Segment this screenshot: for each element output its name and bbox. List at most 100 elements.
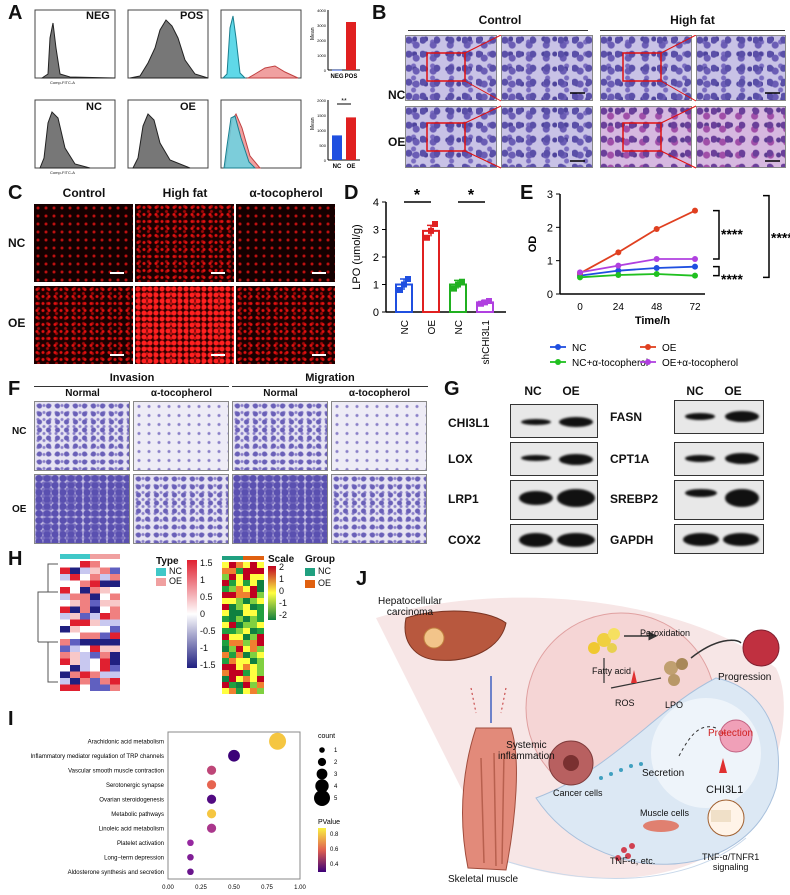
sig-label: **** — [721, 271, 743, 287]
heatmap-cell — [250, 652, 257, 658]
term-label: Platelet activation — [117, 841, 164, 847]
heatmap-cell — [257, 586, 264, 592]
tick-label: 2000 — [317, 98, 327, 103]
tick-label: 4000 — [317, 8, 327, 13]
histology-zoom-tile — [501, 106, 593, 168]
panel-label-i: I — [8, 708, 14, 730]
heatmap-cell — [236, 610, 243, 616]
data-point — [482, 299, 488, 306]
heatmap-cell — [80, 658, 90, 665]
heatmap-right — [222, 556, 264, 694]
heatmap-cell — [257, 574, 264, 580]
term-label: Vascular smooth muscle contraction — [68, 768, 164, 774]
heatmap-cell — [236, 598, 243, 604]
tag-nc: NC — [86, 101, 102, 113]
tick-label: 3000 — [317, 23, 327, 28]
heatmap-cell — [70, 613, 80, 620]
heatmap-cell — [60, 632, 70, 639]
transwell-tile — [331, 401, 427, 471]
label-peroxidation: Peroxidation — [640, 628, 691, 638]
heatmap-cell — [110, 645, 120, 652]
legend-label: NC — [572, 343, 586, 354]
fluorescence-tile — [135, 286, 234, 364]
heatmap-cell — [110, 587, 120, 594]
data-point — [459, 278, 465, 285]
heatmap-cell — [229, 670, 236, 676]
x-tick-label: 0 — [577, 302, 583, 313]
heatmap-cell — [257, 610, 264, 616]
heatmap-cell — [70, 671, 80, 678]
heatmap-cell — [100, 626, 110, 633]
heatmap-cell — [250, 598, 257, 604]
heatmap-cell — [80, 574, 90, 581]
tick-label: 0 — [324, 68, 327, 73]
header-normal: Normal — [65, 388, 100, 399]
heatmap-cell — [236, 634, 243, 640]
heatmap-cell — [80, 645, 90, 652]
enrichment-dot — [206, 823, 217, 833]
heatmap-cell — [110, 671, 120, 678]
heatmap-cell — [90, 671, 100, 678]
heatmap-cell — [90, 639, 100, 646]
enrichment-dot — [187, 853, 194, 861]
term-label: Metabolic pathways — [111, 812, 164, 818]
heatmap-cell — [60, 606, 70, 613]
transwell-tile — [133, 401, 229, 471]
heatmap-cell — [236, 682, 243, 688]
panel-a-mean-bars: 0 1000 2000 3000 4000 Mean NEG POS 0 500 1000 1500 2… — [310, 8, 360, 170]
heatmap-cell — [229, 658, 236, 664]
color-scale-bar — [187, 560, 197, 668]
enrichment-dot — [206, 780, 217, 790]
legend-count-label: 5 — [334, 796, 338, 802]
heatmap-cell — [70, 652, 80, 659]
term-label: Serotonergic synapse — [106, 783, 165, 789]
heatmap-cell — [80, 665, 90, 672]
legend-group-title: Group — [305, 554, 335, 565]
header-control: Control — [478, 13, 522, 27]
heatmap-cell — [250, 658, 257, 664]
heatmap-cell — [222, 676, 229, 682]
blot-label-lox: LOX — [448, 452, 473, 466]
legend-type-title: Type — [156, 556, 179, 567]
heatmap-cell — [110, 626, 120, 633]
sig-label: **** — [721, 226, 743, 242]
zoom-boxes — [426, 35, 780, 169]
legend-nc: NC — [318, 566, 331, 576]
heatmap-cell — [80, 619, 90, 626]
data-point — [486, 298, 492, 304]
heatmap-cell — [70, 574, 80, 581]
heatmap-cell — [222, 670, 229, 676]
histogram-overlay-top — [220, 9, 302, 79]
sig-label: **** — [771, 229, 790, 245]
label-cancer-cells: Cancer cells — [553, 788, 603, 798]
label-lpo: LPO — [665, 700, 684, 710]
heatmap-cell — [110, 678, 120, 685]
series-line — [579, 258, 695, 274]
x-tick-label: 0.25 — [195, 885, 207, 891]
heatmap-cell — [90, 626, 100, 633]
sig-bracket — [713, 209, 720, 260]
heatmap-cell — [80, 632, 90, 639]
heatmap-cell — [229, 646, 236, 652]
legend-scale-label: 2 — [279, 562, 285, 572]
legend-count-label: 1 — [334, 748, 338, 754]
heatmap-cell — [250, 688, 257, 694]
heatmap-cell — [100, 600, 110, 607]
label-fatty-acid: Fatty acid — [592, 666, 632, 676]
heatmap-cell — [222, 598, 229, 604]
mechanism-diagram — [376, 597, 784, 879]
heatmap-cell — [257, 652, 264, 658]
tag-oe: OE — [180, 101, 196, 113]
fluorescence-tile — [236, 204, 335, 282]
legend-scale-label: -1 — [279, 598, 288, 608]
blot-strip — [674, 524, 764, 554]
x-tick-label: 0.75 — [261, 885, 273, 891]
bar — [332, 69, 342, 71]
heatmap-cell — [243, 604, 250, 610]
heatmap-cell — [236, 574, 243, 580]
heatmap-cell — [70, 600, 80, 607]
heatmap-cell — [90, 606, 100, 613]
x-tick-label: 1.00 — [294, 885, 306, 891]
blot-strip — [510, 404, 598, 438]
heatmap-cell — [243, 562, 250, 568]
